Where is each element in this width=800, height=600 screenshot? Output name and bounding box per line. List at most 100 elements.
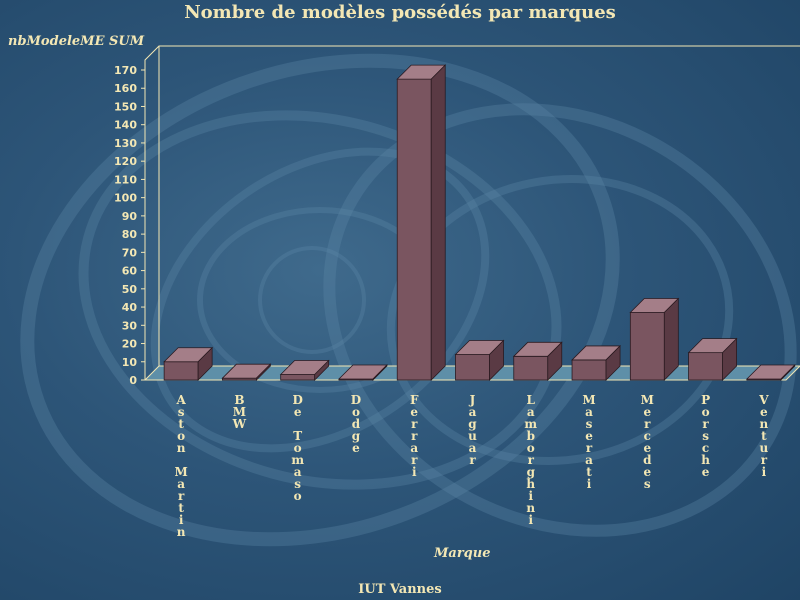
category-label-char: F xyxy=(410,393,419,407)
category-label-char: s xyxy=(586,417,593,431)
category-label-char: m xyxy=(291,453,304,467)
bar-side xyxy=(780,364,796,381)
category-label-char: o xyxy=(294,489,302,503)
category-label-char: M xyxy=(641,393,654,407)
category-label-char: o xyxy=(294,441,302,455)
y-tick-label: 150 xyxy=(114,100,137,113)
category-label-char: g xyxy=(527,465,536,479)
category-label-char: r xyxy=(528,453,535,467)
x-axis-label: Marque xyxy=(434,546,491,561)
category-label-char: M xyxy=(233,405,246,419)
bar-side xyxy=(197,346,213,381)
category-label-char: T xyxy=(293,429,302,443)
category-label-char: r xyxy=(586,441,593,455)
category-label-char: D xyxy=(292,393,302,407)
category-label-char: M xyxy=(174,465,187,479)
category-label-char: d xyxy=(643,453,652,467)
category-label-char: P xyxy=(701,393,710,407)
y-tick-label: 70 xyxy=(122,246,138,259)
category-label-char: s xyxy=(178,405,185,419)
category-label-char: s xyxy=(702,429,709,443)
category-label-char: t xyxy=(178,501,184,515)
y-tick-label: 170 xyxy=(114,64,137,77)
bar-side xyxy=(663,297,679,381)
y-tick-label: 130 xyxy=(114,137,137,150)
bar-side xyxy=(372,364,388,381)
category-label-char: e xyxy=(702,465,710,479)
category-label-char: e xyxy=(410,405,418,419)
bar-side xyxy=(256,363,271,381)
category-label-char: i xyxy=(762,465,767,479)
chart-title: Nombre de modèles possédés par marques xyxy=(184,2,616,23)
category-label-char: e xyxy=(352,441,360,455)
category-label-char: b xyxy=(527,429,535,443)
category-label-char: n xyxy=(177,441,186,455)
category-label-char: d xyxy=(352,417,361,431)
bar-side xyxy=(547,341,563,381)
category-label-char: r xyxy=(411,453,418,467)
y-tick-label: 20 xyxy=(122,338,138,351)
category-label-char: e xyxy=(643,405,651,419)
y-tick-label: 100 xyxy=(114,192,137,205)
category-label-char: i xyxy=(412,465,417,479)
bar-front xyxy=(455,354,490,381)
y-tick-label: 40 xyxy=(122,301,138,314)
category-label-char: a xyxy=(177,477,185,491)
bar-front xyxy=(571,359,607,381)
category-label-char: W xyxy=(232,417,247,431)
category-label-char: r xyxy=(761,453,768,467)
y-tick-label: 140 xyxy=(114,119,137,132)
category-label-char: r xyxy=(469,453,476,467)
category-label-char: u xyxy=(759,441,768,455)
category-label-char: c xyxy=(644,429,651,443)
category-label-char: n xyxy=(177,525,186,539)
bar-front xyxy=(513,355,549,381)
category-label-char: e xyxy=(585,429,593,443)
category-label-char: i xyxy=(587,477,592,491)
category-label-char: e xyxy=(643,465,651,479)
bar-side xyxy=(430,64,446,381)
category-label-char: L xyxy=(527,393,536,407)
y-tick-label: 80 xyxy=(122,228,138,241)
bar-front xyxy=(688,352,723,381)
category-label-char: A xyxy=(175,393,186,407)
category-label-char: a xyxy=(410,441,418,455)
footer-text: IUT Vannes xyxy=(358,582,442,597)
category-label-char: t xyxy=(178,417,184,431)
bar-side xyxy=(489,339,504,381)
category-label-char: e xyxy=(294,405,302,419)
category-label-char: a xyxy=(294,465,302,479)
category-label-char: B xyxy=(234,393,244,407)
category-label-char: a xyxy=(585,405,593,419)
category-label-char: g xyxy=(352,429,361,443)
y-tick-label: 0 xyxy=(129,374,137,387)
y-axis-label: nbModeleME SUM xyxy=(8,34,145,49)
category-label-char: a xyxy=(469,405,477,419)
category-label-char: J xyxy=(469,393,476,407)
category-label-char: a xyxy=(585,453,593,467)
y-tick-label: 10 xyxy=(122,356,138,369)
category-label-char: r xyxy=(702,417,709,431)
category-label-char: e xyxy=(643,441,651,455)
bar-front xyxy=(629,312,665,381)
y-tick-label: 90 xyxy=(122,210,138,223)
category-label-char: h xyxy=(701,453,710,467)
category-label-char: u xyxy=(468,429,477,443)
category-label-char: t xyxy=(761,429,767,443)
category-label-char: e xyxy=(760,405,768,419)
category-label-char: n xyxy=(759,417,768,431)
y-tick-label: 30 xyxy=(122,319,138,332)
bar-front xyxy=(396,78,432,381)
category-label-char: a xyxy=(527,405,535,419)
y-tick-label: 60 xyxy=(122,265,138,278)
bar-side xyxy=(314,359,330,381)
category-label-char: o xyxy=(352,405,360,419)
category-label-char: r xyxy=(411,417,418,431)
category-label-char: r xyxy=(411,429,418,443)
category-label-char: o xyxy=(177,429,185,443)
category-label-char: n xyxy=(526,501,535,515)
category-label-char: o xyxy=(702,405,710,419)
y-tick-label: 110 xyxy=(114,173,137,186)
category-label-char: a xyxy=(469,441,477,455)
